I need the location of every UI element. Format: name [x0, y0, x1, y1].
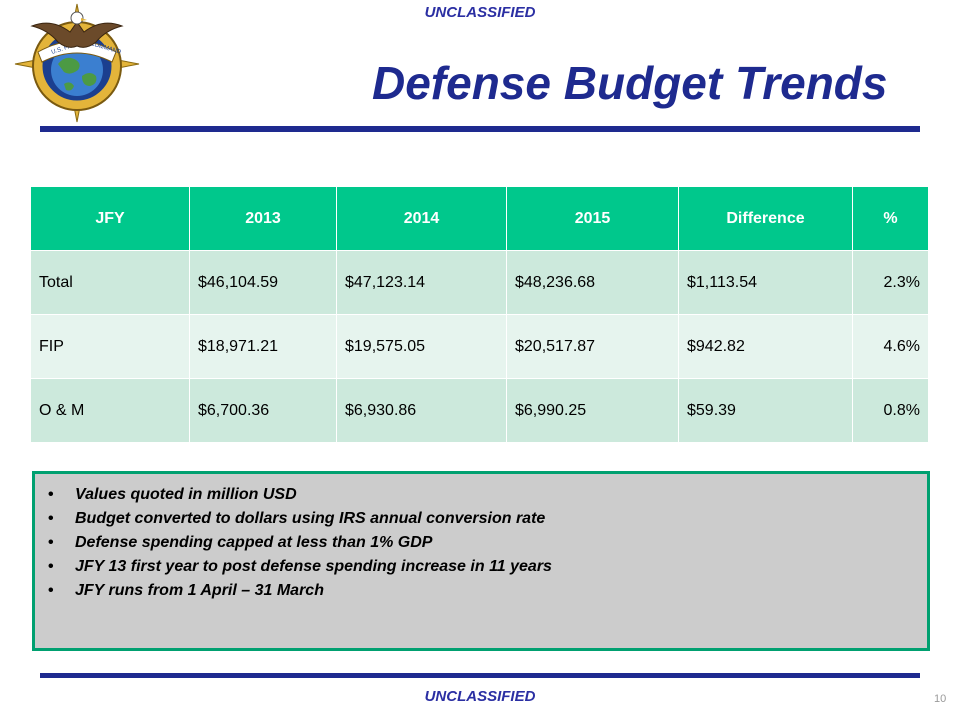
bullet-icon: •	[48, 582, 54, 599]
page-number: 10	[934, 693, 947, 705]
table-cell: $20,517.87	[506, 314, 679, 379]
budget-table: JFY 2013 2014 2015 Difference % Total $4…	[30, 186, 929, 443]
row-label: FIP	[30, 314, 190, 379]
table-row: Total $46,104.59 $47,123.14 $48,236.68 $…	[30, 250, 929, 315]
note-text: Values quoted in million USD	[75, 486, 297, 503]
classification-banner-top: UNCLASSIFIED	[424, 4, 536, 21]
table-cell: $19,575.05	[336, 314, 507, 379]
bullet-icon: •	[48, 510, 54, 527]
table-cell: 0.8%	[852, 378, 929, 443]
table-cell: $46,104.59	[189, 250, 337, 315]
table-cell: $18,971.21	[189, 314, 337, 379]
list-item: • JFY runs from 1 April – 31 March	[45, 579, 927, 603]
column-header-percent: %	[852, 186, 929, 251]
list-item: • JFY 13 first year to post defense spend…	[45, 555, 927, 579]
table-cell: $1,113.54	[678, 250, 853, 315]
bullet-icon: •	[48, 558, 54, 575]
command-seal-logo: U.S. PACIFIC COMMAND	[14, 3, 140, 123]
list-item: • Values quoted in million USD	[45, 483, 927, 507]
notes-box: • Values quoted in million USD • Budget co…	[32, 471, 930, 651]
bullet-icon: •	[48, 534, 54, 551]
row-label: O & M	[30, 378, 190, 443]
notes-list: • Values quoted in million USD • Budget co…	[45, 483, 927, 603]
note-text: JFY 13 first year to post defense spendi…	[75, 558, 552, 575]
list-item: • Budget converted to dollars using IRS a…	[45, 507, 927, 531]
column-header-jfy: JFY	[30, 186, 190, 251]
page-title: Defense Budget Trends	[372, 57, 888, 109]
header-divider	[40, 126, 920, 132]
bullet-icon: •	[48, 486, 54, 503]
table-cell: $47,123.14	[336, 250, 507, 315]
table-row: FIP $18,971.21 $19,575.05 $20,517.87 $94…	[30, 314, 929, 379]
table-cell: 4.6%	[852, 314, 929, 379]
column-header-difference: Difference	[678, 186, 853, 251]
footer-divider	[40, 673, 920, 678]
row-label: Total	[30, 250, 190, 315]
column-header-2014: 2014	[336, 186, 507, 251]
table-cell: $6,930.86	[336, 378, 507, 443]
table-cell: 2.3%	[852, 250, 929, 315]
column-header-2015: 2015	[506, 186, 679, 251]
table-row: O & M $6,700.36 $6,930.86 $6,990.25 $59.…	[30, 378, 929, 443]
list-item: • Defense spending capped at less than 1%…	[45, 531, 927, 555]
note-text: Defense spending capped at less than 1% …	[75, 534, 433, 551]
classification-banner-bottom: UNCLASSIFIED	[424, 688, 536, 705]
table-cell: $59.39	[678, 378, 853, 443]
table-header-row: JFY 2013 2014 2015 Difference %	[30, 186, 929, 251]
table-cell: $6,990.25	[506, 378, 679, 443]
note-text: JFY runs from 1 April – 31 March	[75, 582, 324, 599]
note-text: Budget converted to dollars using IRS an…	[75, 510, 546, 527]
table-cell: $942.82	[678, 314, 853, 379]
table-cell: $48,236.68	[506, 250, 679, 315]
column-header-2013: 2013	[189, 186, 337, 251]
table-cell: $6,700.36	[189, 378, 337, 443]
